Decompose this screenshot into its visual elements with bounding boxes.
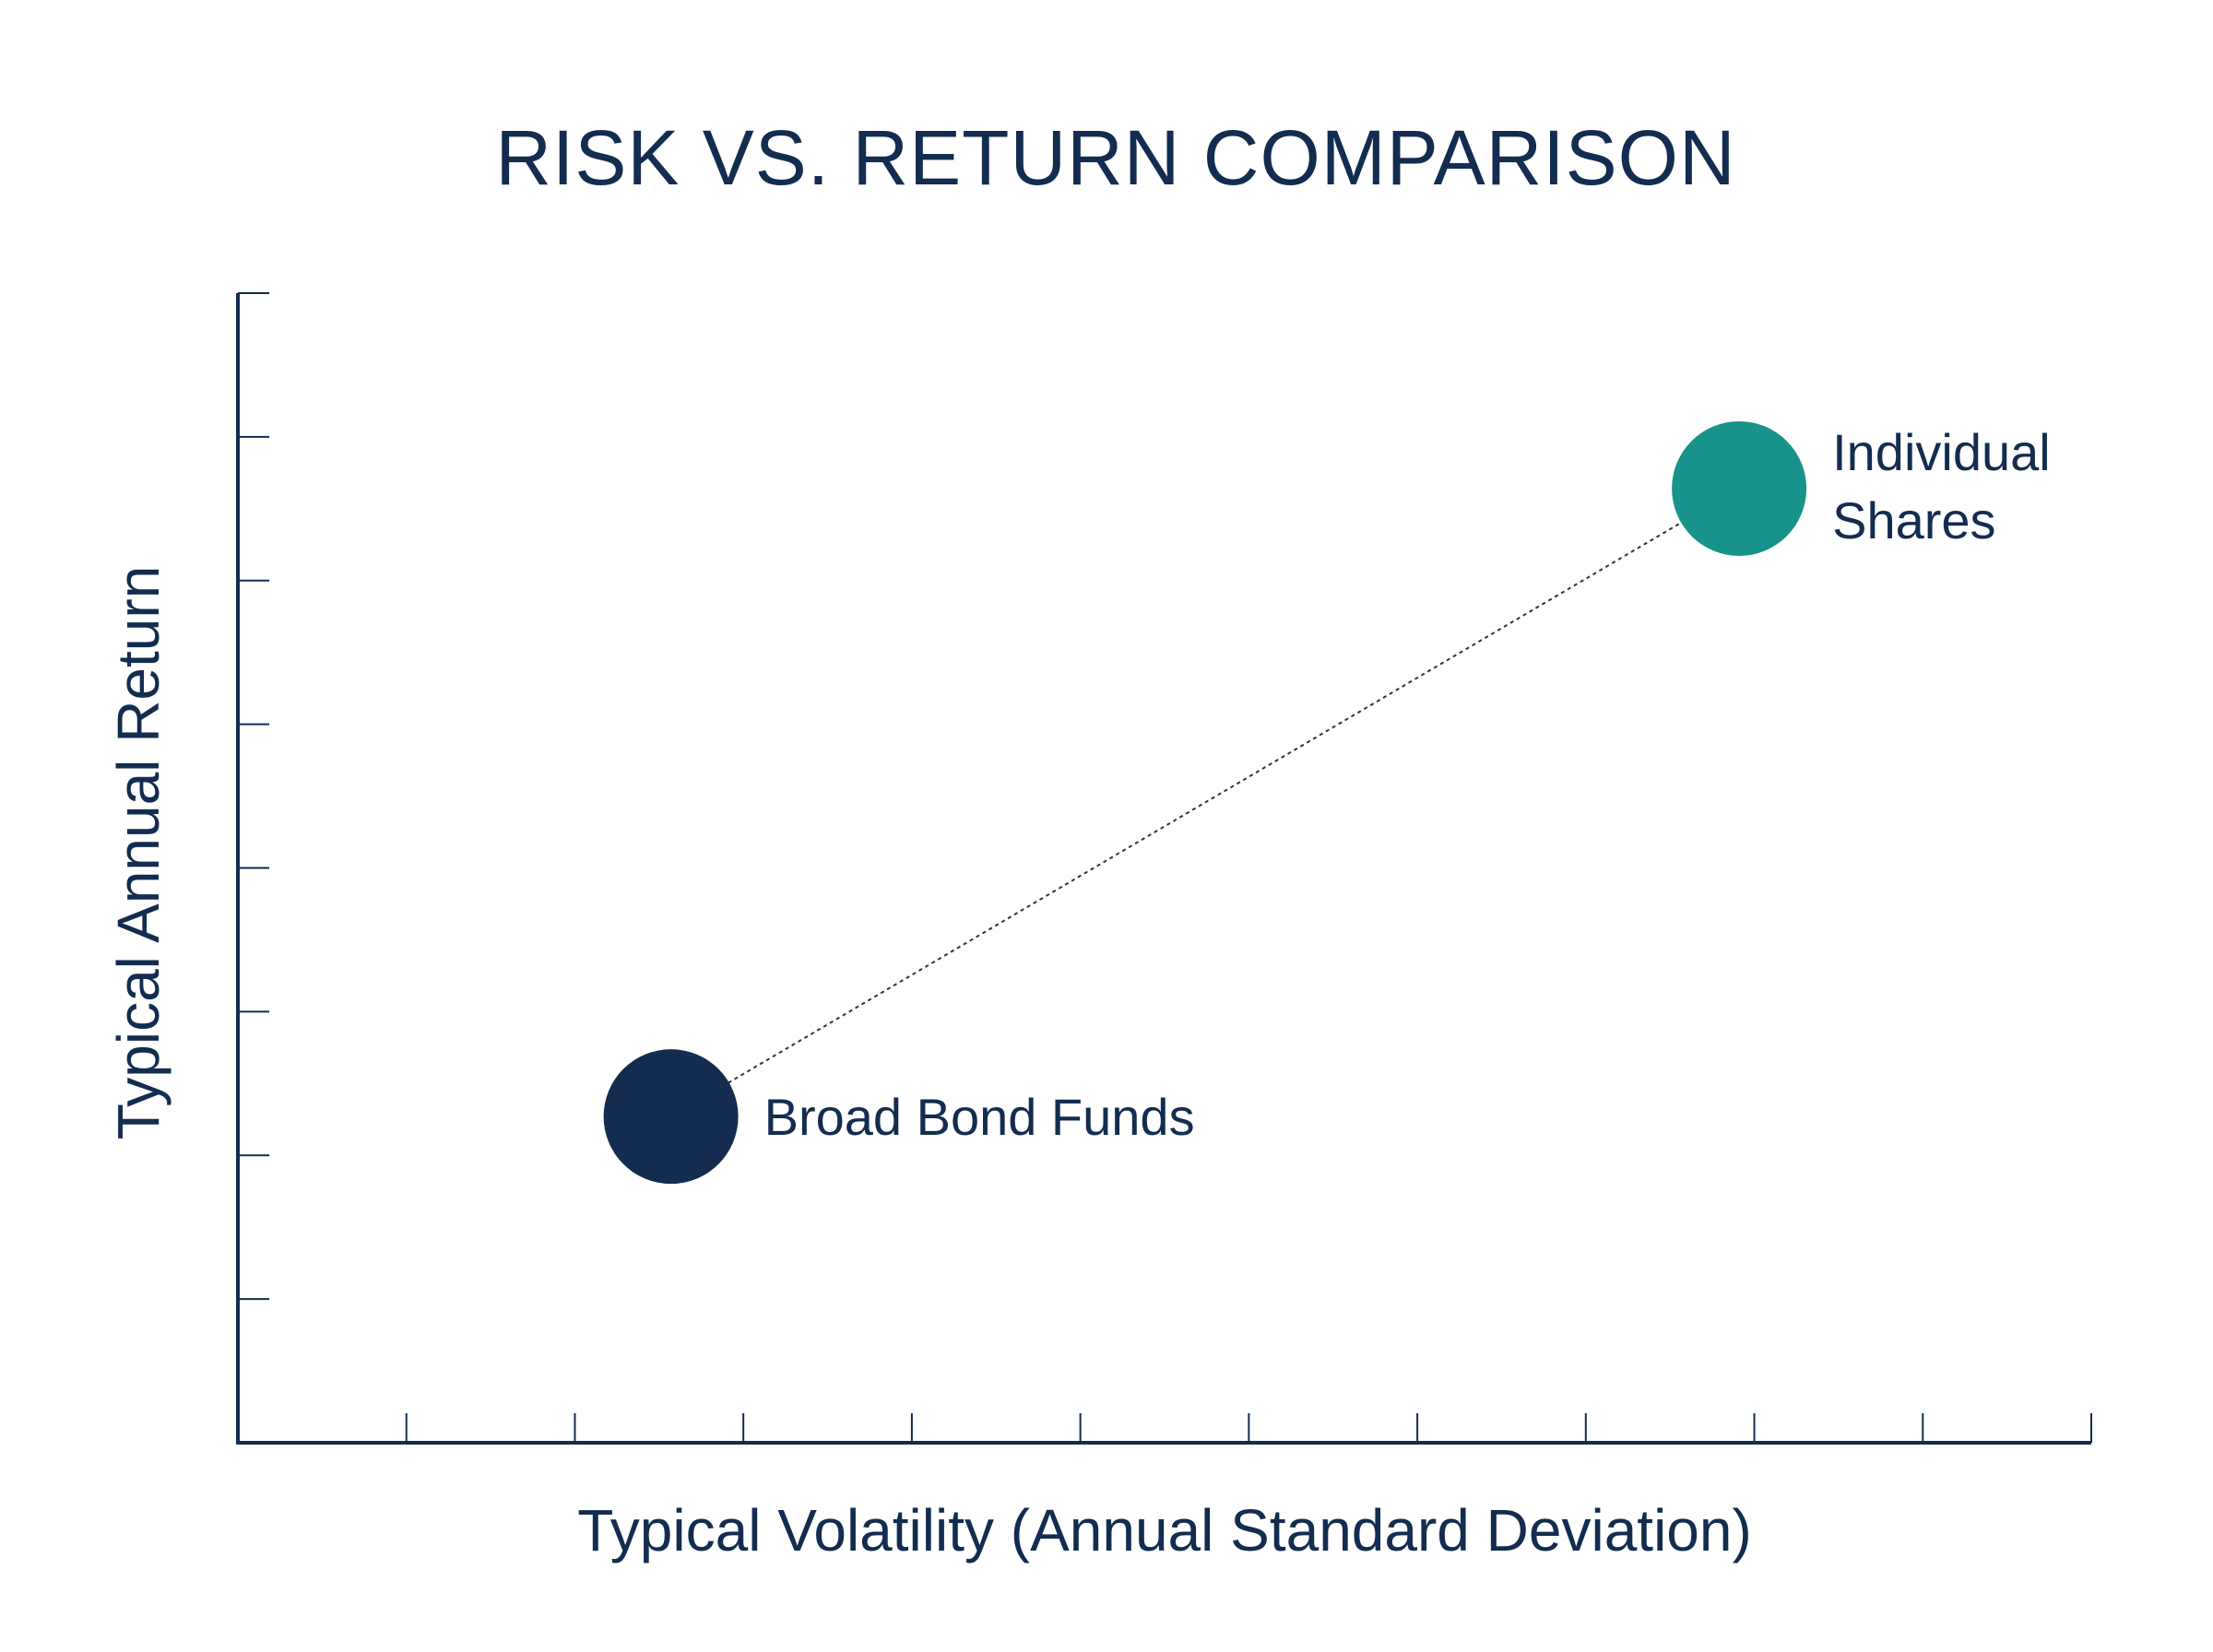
point-label: Individual Shares [1832,423,2051,549]
y-axis-ticks [238,292,269,1301]
chart-title: RISK VS. RETURN COMPARISON [495,114,1735,201]
point-label-line: Shares [1832,491,1995,549]
data-point [1672,420,1807,556]
y-axis-label: Typical Annual Return [105,566,172,1140]
x-axis-label: Typical Volatility (Annual Standard Devi… [577,1497,1752,1564]
data-point [603,1049,739,1185]
connector-line [670,488,1740,1118]
data-points: Broad Bond Funds Individual Shares [603,420,2051,1185]
point-label: Broad Bond Funds [764,1088,1195,1146]
x-axis-ticks [405,1413,2092,1443]
point-label-line: Individual [1832,423,2051,481]
